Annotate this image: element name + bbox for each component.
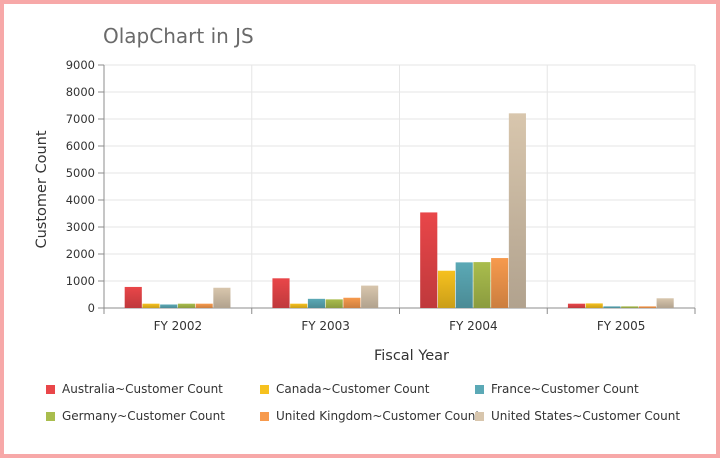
y-tick-label: 7000 bbox=[66, 112, 95, 126]
legend-label: France~Customer Count bbox=[491, 382, 639, 396]
bar[interactable] bbox=[491, 258, 509, 308]
bar[interactable] bbox=[508, 113, 526, 308]
bar[interactable] bbox=[177, 303, 196, 308]
legend-label: Canada~Customer Count bbox=[276, 382, 430, 396]
bar[interactable] bbox=[160, 304, 178, 308]
legend-swatch bbox=[260, 411, 269, 421]
bar[interactable] bbox=[603, 306, 621, 308]
legend-item[interactable]: France~Customer Count bbox=[475, 382, 639, 396]
bar[interactable] bbox=[325, 299, 343, 308]
bar[interactable] bbox=[307, 298, 326, 308]
y-tick-label: 3000 bbox=[66, 220, 95, 234]
y-tick-label: 2000 bbox=[66, 247, 95, 261]
legend-item[interactable]: Germany~Customer Count bbox=[46, 409, 225, 423]
bar[interactable] bbox=[272, 278, 290, 308]
bar[interactable] bbox=[567, 303, 586, 308]
bar[interactable] bbox=[213, 287, 231, 308]
x-tick-label: FY 2002 bbox=[154, 319, 203, 333]
chart-frame: OlapChart in JS 0 1000 2000 3000 4000 5000 600… bbox=[4, 4, 716, 454]
legend-swatch bbox=[475, 384, 484, 394]
y-tick-label: 9000 bbox=[66, 58, 95, 72]
chart-legend: Australia~Customer Count Canada~Customer … bbox=[46, 382, 706, 442]
bar[interactable] bbox=[638, 306, 656, 308]
legend-label: United States~Customer Count bbox=[491, 409, 681, 423]
legend-item[interactable]: Australia~Customer Count bbox=[46, 382, 223, 396]
bar[interactable] bbox=[585, 303, 603, 308]
bar[interactable] bbox=[420, 212, 438, 308]
bar[interactable] bbox=[290, 303, 308, 308]
y-tick-label: 8000 bbox=[66, 85, 95, 99]
bar[interactable] bbox=[124, 286, 142, 308]
y-tick-label: 1000 bbox=[66, 274, 95, 288]
y-axis-title: Customer Count bbox=[34, 130, 50, 248]
bar[interactable] bbox=[142, 303, 160, 308]
legend-label: United Kingdom~Customer Count bbox=[276, 409, 481, 423]
legend-swatch bbox=[46, 384, 55, 394]
legend-item[interactable]: United Kingdom~Customer Count bbox=[260, 409, 480, 423]
x-tick-label: FY 2005 bbox=[597, 319, 646, 333]
y-tick-label: 5000 bbox=[66, 166, 95, 180]
bar[interactable] bbox=[455, 262, 473, 308]
bar[interactable] bbox=[361, 285, 379, 308]
legend-swatch bbox=[260, 384, 269, 394]
legend-item[interactable]: United States~Customer Count bbox=[475, 409, 680, 423]
legend-label: Australia~Customer Count bbox=[62, 382, 223, 396]
bar[interactable] bbox=[656, 298, 674, 308]
x-axis-title: Fiscal Year bbox=[374, 348, 449, 364]
bar[interactable] bbox=[343, 297, 361, 308]
y-tick-label: 4000 bbox=[66, 193, 95, 207]
legend-item[interactable]: Canada~Customer Count bbox=[260, 382, 429, 396]
bar[interactable] bbox=[473, 262, 491, 308]
bar[interactable] bbox=[195, 303, 213, 308]
legend-swatch bbox=[475, 411, 484, 421]
chart-plot: 0 1000 2000 3000 4000 5000 6000 7000 8000 9000 FY … bbox=[34, 58, 696, 364]
y-tick-label: 6000 bbox=[66, 139, 95, 153]
bar[interactable] bbox=[621, 306, 639, 308]
chart-title: OlapChart in JS bbox=[103, 24, 254, 48]
legend-label: Germany~Customer Count bbox=[62, 409, 225, 423]
bar[interactable] bbox=[437, 270, 456, 308]
y-tick-label: 0 bbox=[88, 301, 95, 315]
x-tick-label: FY 2003 bbox=[301, 319, 350, 333]
x-tick-label: FY 2004 bbox=[449, 319, 498, 333]
legend-swatch bbox=[46, 411, 55, 421]
